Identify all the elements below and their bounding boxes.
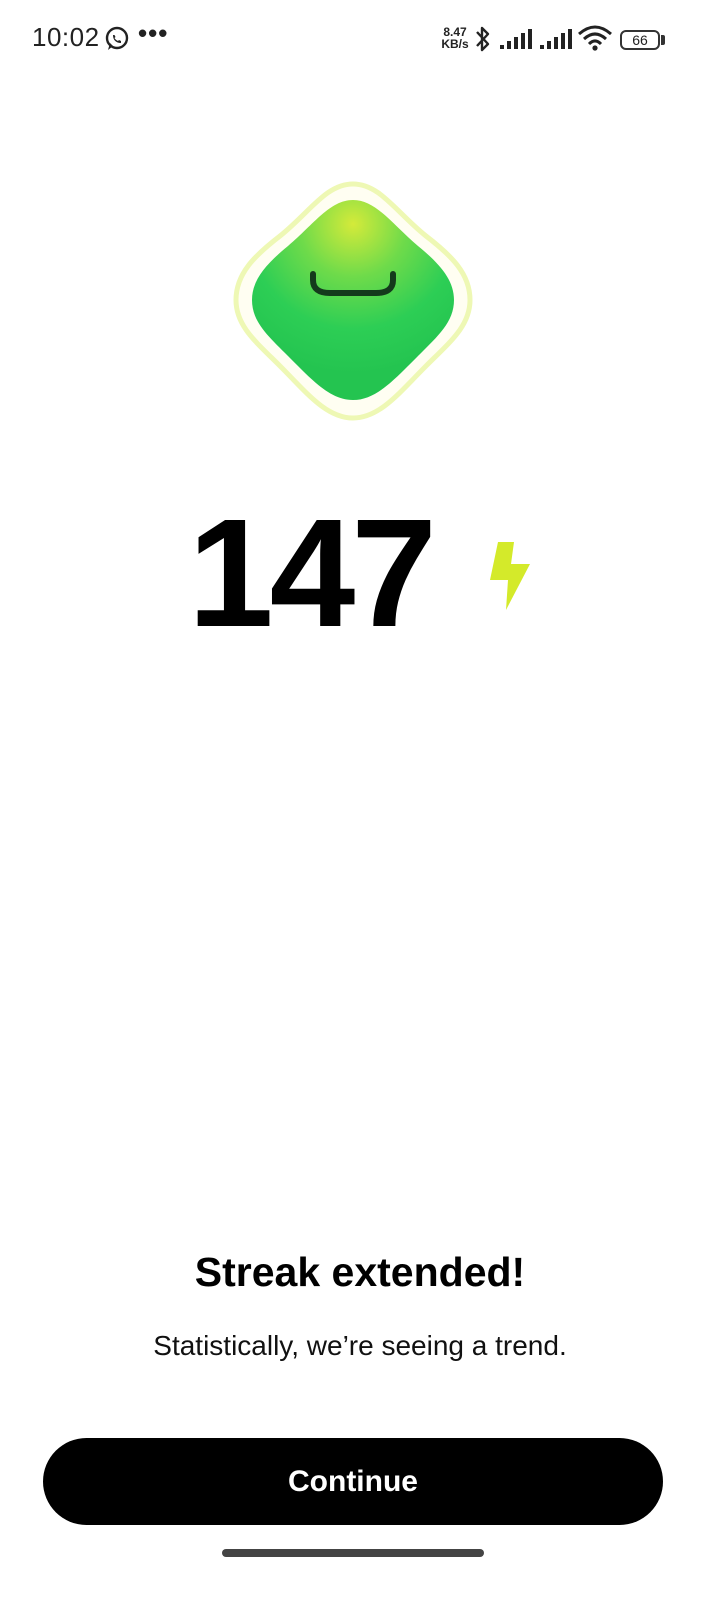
whatsapp-icon	[105, 26, 129, 50]
battery-level: 66	[632, 32, 648, 48]
continue-button[interactable]: Continue	[43, 1438, 663, 1525]
streak-subline: Statistically, we’re seeing a trend.	[153, 1330, 567, 1361]
battery-tip	[661, 35, 665, 45]
status-more-dots: •••	[138, 18, 169, 48]
streak-headline: Streak extended!	[194, 1249, 526, 1295]
network-speed-unit: KB/s	[441, 37, 469, 51]
status-time: 10:02	[32, 22, 100, 52]
streak-mascot-icon	[233, 181, 473, 421]
network-speed: 8.47 KB/s	[438, 26, 472, 50]
bluetooth-icon	[476, 26, 490, 52]
lightning-bolt-icon	[490, 542, 530, 610]
network-speed-value: 8.47	[443, 25, 467, 39]
streak-count: 147	[188, 487, 437, 659]
battery-icon: 66	[620, 30, 660, 50]
home-indicator[interactable]	[222, 1549, 484, 1557]
wifi-icon	[578, 25, 612, 51]
signal-icon	[540, 29, 572, 49]
streak-row: 147	[0, 487, 720, 659]
signal-icon	[500, 29, 532, 49]
status-bar: 10:02 ••• 8.47 KB/s	[0, 0, 720, 80]
